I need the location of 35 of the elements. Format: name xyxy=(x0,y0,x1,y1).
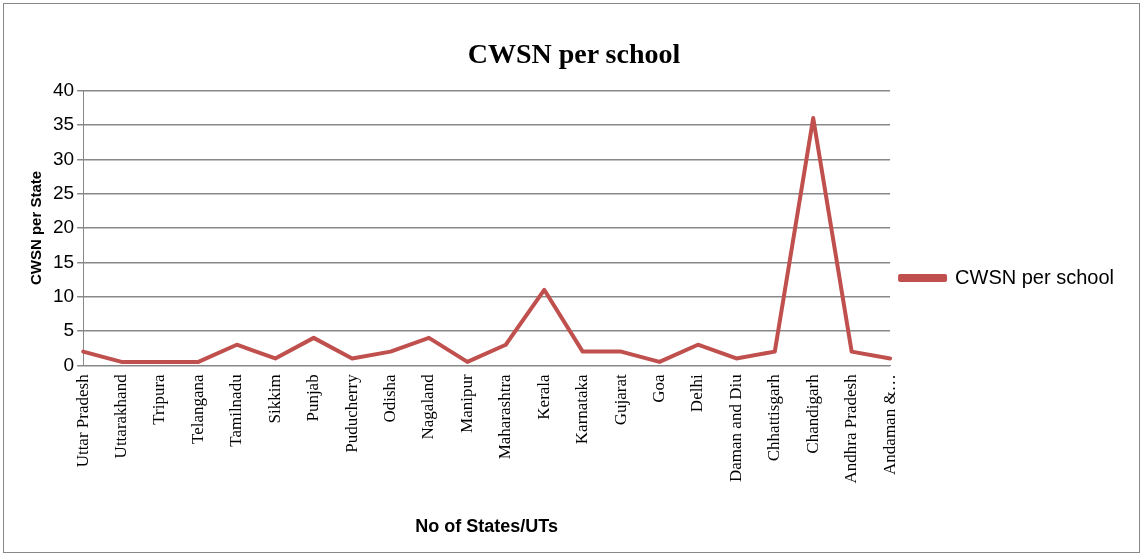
chart-title: CWSN per school xyxy=(467,38,681,70)
x-tick-label: Puducherry xyxy=(341,373,361,453)
y-tick-label: 15 xyxy=(52,250,75,272)
x-tick-label: Uttar Pradesh xyxy=(72,373,92,468)
x-tick-label: Sikkim xyxy=(264,374,284,424)
x-tick-label: Daman and Diu xyxy=(725,373,745,482)
y-tick-label: 5 xyxy=(63,319,75,341)
x-tick-label: Delhi xyxy=(687,374,707,413)
legend-label: CWSN per school xyxy=(955,265,1114,288)
y-tick-label: 10 xyxy=(52,284,75,306)
x-tick-label: Kerala xyxy=(533,373,553,420)
x-tick-label: Gujarat xyxy=(610,374,630,426)
x-tick-label: Andaman &… xyxy=(879,374,899,475)
x-tick-label: Nagaland xyxy=(418,373,438,440)
x-tick-label: Uttarakhand xyxy=(111,373,131,459)
x-tick-label: Maharashtra xyxy=(495,373,515,460)
x-axis-title: No of States/UTs xyxy=(415,516,558,537)
y-tick-label: 20 xyxy=(52,216,75,238)
y-tick-label: 40 xyxy=(52,78,75,100)
y-tick-label: 25 xyxy=(52,181,75,203)
x-tick-label: Telangana xyxy=(187,373,207,444)
x-tick-label: Goa xyxy=(648,373,668,403)
x-tick-label: Odisha xyxy=(380,373,399,423)
y-tick-label: 35 xyxy=(52,113,75,135)
x-tick-label: Andhra Pradesh xyxy=(841,373,861,484)
x-tick-label: Chandigarh xyxy=(802,373,822,454)
x-tick-label: Tamilnadu xyxy=(226,373,246,447)
y-tick-label: 0 xyxy=(63,353,75,375)
y-axis-title: CWSN per State xyxy=(27,170,45,286)
x-tick-label: Manipur xyxy=(456,374,476,433)
x-tick-label: Punjab xyxy=(303,374,323,422)
x-tick-label: Tripura xyxy=(149,373,169,425)
x-tick-label: Karnataka xyxy=(572,373,592,445)
x-tick-label: Chhattisgarh xyxy=(764,373,784,462)
y-tick-label: 30 xyxy=(52,147,75,169)
